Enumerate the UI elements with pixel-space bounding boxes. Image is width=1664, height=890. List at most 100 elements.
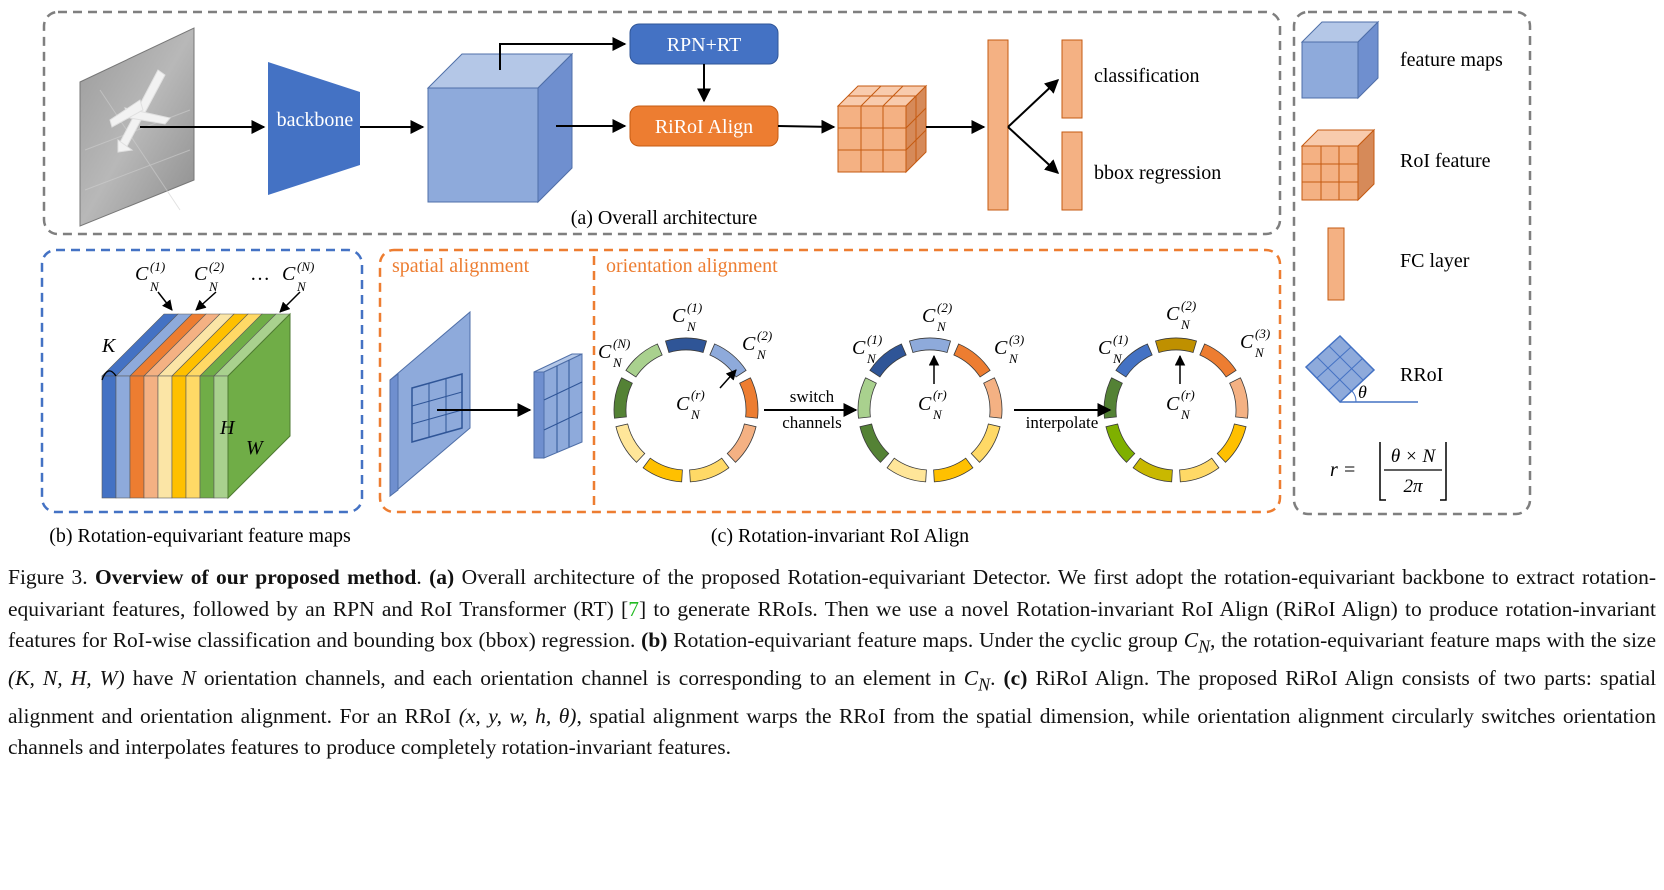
svg-text:(1): (1) [867,332,882,347]
panel-a-caption: (a) Overall architecture [571,207,758,229]
legend-formula: r = θ × N 2π [1330,442,1447,501]
svg-text:2π: 2π [1403,476,1423,497]
ring1-labels: C (1)N C (N)N C (2)N C (r)N [598,300,772,422]
satellite-image [79,27,195,227]
svg-text:N: N [149,279,160,294]
svg-text:(r): (r) [933,387,947,402]
svg-text:θ × N: θ × N [1391,446,1437,467]
svg-text:N: N [936,319,947,334]
ring-2 [857,337,1003,483]
svg-text:(2): (2) [1181,298,1196,313]
bbox-regression-label: bbox regression [1094,162,1221,184]
ring-segment [664,337,708,353]
orientation-rings [613,337,1249,483]
caption-a-text1: Overall architecture of the proposed Rot… [8,565,1657,621]
svg-text:C: C [852,337,866,359]
warped-roi-feature [533,353,583,459]
ring-labels: C (1)N C (N)N C (2)N C (r)N C (2)N C (1)N C (3)… [598,298,1270,422]
legend-border [1292,10,1532,516]
panel-b-caption: (b) Rotation-equivariant feature maps [49,525,351,547]
svg-text:C: C [994,337,1008,359]
svg-text:(N): (N) [613,336,630,351]
svg-text:N: N [690,407,701,422]
arrow-fc-bbox [1007,126,1060,174]
svg-text:(r): (r) [1181,387,1195,402]
classification-label: classification [1094,65,1200,87]
arrow-c1 [157,291,173,311]
svg-text:N: N [296,279,307,294]
ring-segment [689,457,730,483]
svg-text:(1): (1) [687,300,702,315]
ring-segment [1229,377,1249,419]
backbone-label: backbone [277,109,354,131]
ring2-labels: C (2)N C (1)N C (3)N C (r)N [852,300,1024,422]
svg-text:W: W [246,437,265,459]
arrow-cube-rpn [499,37,627,70]
caption-rroi: (x, y, w, h, θ) [458,703,577,728]
fc-cls-layer [1061,39,1083,119]
svg-text:C: C [1098,337,1112,359]
legend-feature-map-cube [1300,20,1380,100]
ring-segment [1199,343,1237,378]
ring-segment [625,343,663,378]
roi-feature-cube [836,84,928,174]
legend-theta-label: θ [1358,382,1367,402]
channel-slice-side [227,312,291,500]
svg-text:C: C [672,305,686,327]
caption-cn-2: CN [963,665,991,695]
svg-text:H: H [219,417,236,439]
rotation-equivariant-feature-stack [101,312,291,500]
ring-segment [908,337,952,353]
interpolate-label: interpolate [1026,413,1099,432]
legend-feature-maps-label: feature maps [1400,49,1503,71]
svg-text:(2): (2) [757,328,772,343]
ring-segment [886,457,927,483]
caption-ref-link[interactable]: 7 [628,596,639,621]
spatial-feature-slab [389,310,471,498]
arrow-cn [279,291,301,313]
switch-label: switch [790,387,835,406]
svg-text:N: N [1180,317,1191,332]
ring-segment [709,343,747,378]
legend-roi-feature-cube [1300,128,1376,202]
panel-c-border [378,248,1282,514]
caption-title: Overview of our proposed method [95,565,417,589]
svg-text:(r): (r) [691,387,705,402]
svg-text:C: C [598,341,612,363]
arrow-c2 [195,291,217,311]
caption-b-text2: , the rotation-equivariant feature maps … [1210,628,1657,652]
caption-fig-label: Figure 3. [8,565,88,589]
ring-segment [859,423,890,463]
legend-fc-layer-label: FC layer [1400,250,1470,272]
ring-segment [1179,457,1220,483]
backbone-block [268,62,360,195]
svg-text:(2): (2) [209,259,224,274]
channel-slice [143,375,159,499]
rpn-rt-label: RPN+RT [667,34,742,56]
panel-a-border [42,10,1282,236]
caption-n: N [181,665,196,690]
fc-bbox-layer [1061,131,1083,211]
caption-a-text2: ] to generate RRoIs. Then we use a novel… [8,596,1656,653]
channel-slice [171,375,187,499]
ring-segment [970,423,1001,463]
svg-text:C: C [918,393,932,415]
svg-text:N: N [866,351,877,366]
svg-text:N: N [932,407,943,422]
channel-slice [101,375,117,499]
caption-a-tag: (a) [429,565,455,589]
ring-segment [933,457,974,483]
panel-c-caption: (c) Rotation-invariant RoI Align [711,525,969,547]
ring-segment [1132,457,1173,483]
ring-segment [739,377,759,419]
legend-fc-layer [1327,227,1345,301]
svg-text:C: C [135,263,149,285]
ring-segment [953,343,991,378]
ring-segment [1115,343,1153,378]
caption-b-text4: orientation channels, and each orientati… [203,665,956,690]
ring-segment [1105,423,1136,463]
ring-segment [615,423,646,463]
svg-text:(3): (3) [1009,332,1024,347]
channel-slice [185,375,201,499]
svg-text:(1): (1) [1113,332,1128,347]
